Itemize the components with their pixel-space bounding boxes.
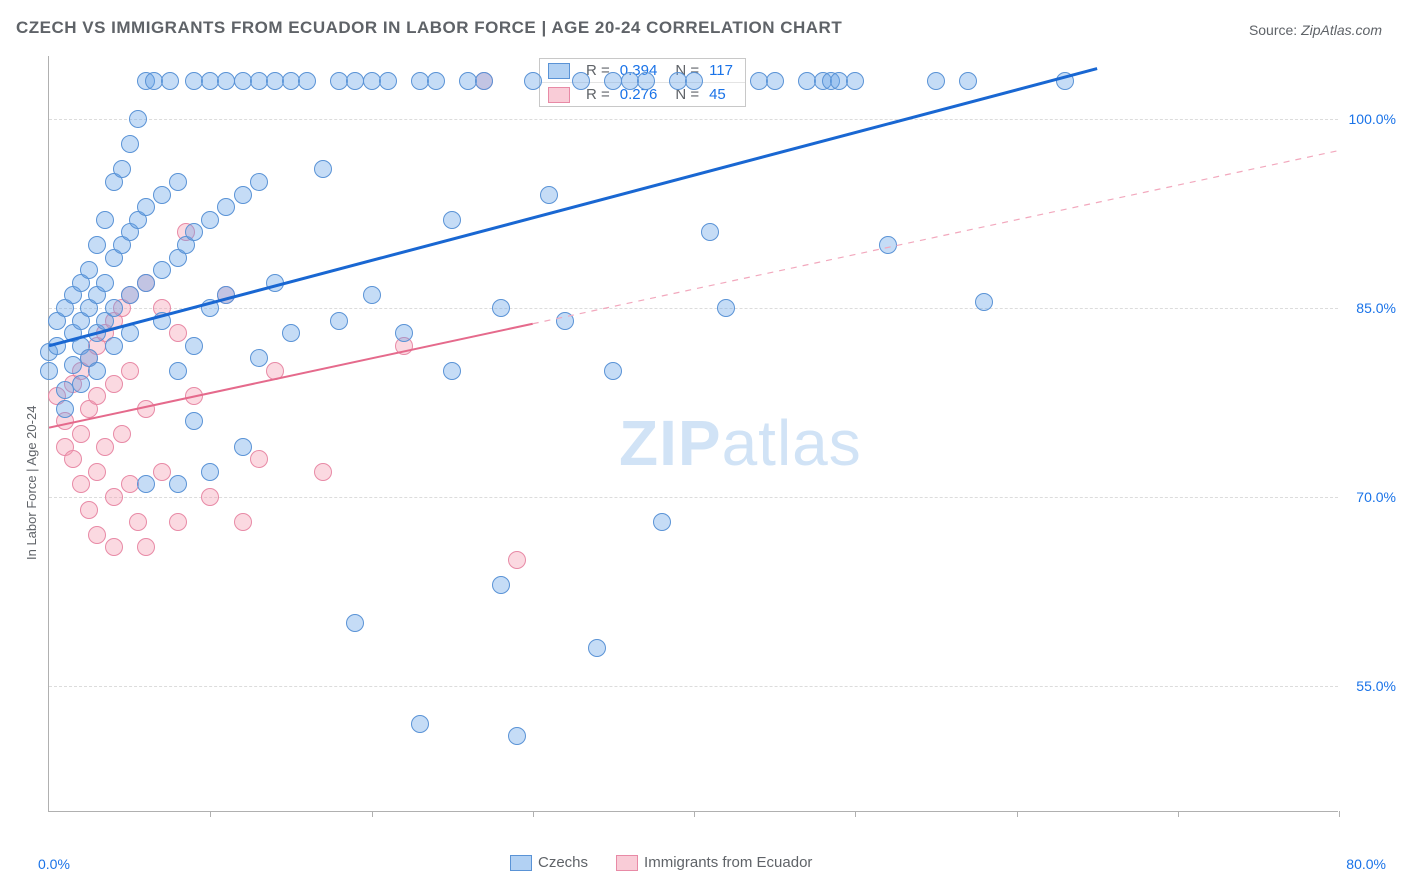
source-label: Source: ZipAtlas.com [1249,22,1382,38]
x-axis-last-label: 80.0% [1346,856,1386,872]
scatter-plot: ZIPatlas R =0.394N =117R =0.276N =45 55.… [48,56,1338,812]
legend-item-czechs: Czechs [510,854,588,871]
y-axis-title: In Labor Force | Age 20-24 [24,406,39,560]
legend-item-ecuador: Immigrants from Ecuador [616,854,812,871]
y-tick-label: 100.0% [1342,111,1396,127]
y-tick-label: 85.0% [1342,300,1396,316]
square-icon [616,855,638,871]
x-axis-first-label: 0.0% [38,856,70,872]
y-tick-label: 70.0% [1342,489,1396,505]
x-tick [1339,811,1340,817]
y-tick-label: 55.0% [1342,678,1396,694]
source-link[interactable]: ZipAtlas.com [1301,22,1382,38]
square-icon [510,855,532,871]
legend: Czechs Immigrants from Ecuador [510,854,812,871]
chart-title: CZECH VS IMMIGRANTS FROM ECUADOR IN LABO… [16,18,842,38]
trend-lines [49,56,1339,812]
